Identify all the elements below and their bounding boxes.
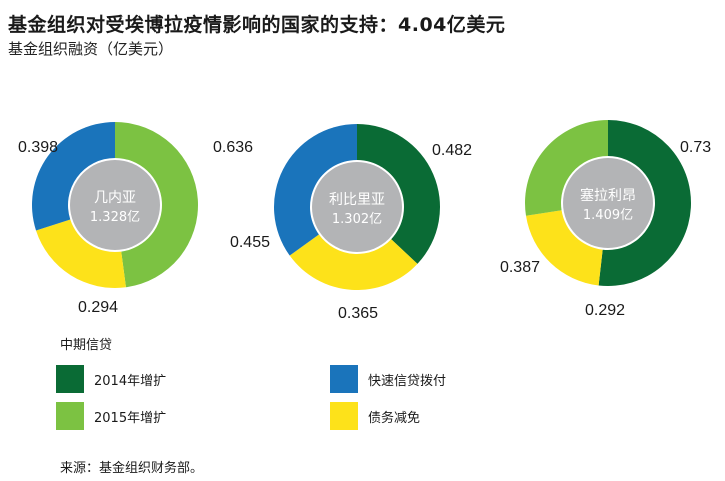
legend-item-2015-expansion: 2015年增扩 [56, 402, 166, 430]
donut-2-country-label: 利比里亚 [329, 192, 385, 208]
donut-3: 0.73 0.292 0.387 塞拉利昂 1.409亿 [500, 120, 711, 319]
donut-2-slice-label-3: 0.455 [230, 234, 270, 251]
donut-1-slice-3 [31, 121, 116, 231]
donut-3-slice-label-2: 0.292 [585, 302, 625, 319]
source-note: 来源：基金组织财务部。 [60, 461, 204, 476]
legend-swatch-rapid-credit [330, 365, 358, 393]
donut-3-country-label: 塞拉利昂 [580, 187, 636, 204]
donut-3-slice-3 [525, 120, 608, 216]
legend-swatch-2015-expansion [56, 402, 84, 430]
donut-3-total-label: 1.409亿 [583, 208, 633, 223]
donut-3-center [563, 158, 653, 248]
donut-1-slice-label-1: 0.636 [213, 139, 253, 156]
legend-label-rapid-credit: 快速信贷拨付 [368, 373, 447, 389]
legend-label-2015-expansion: 2015年增扩 [94, 410, 167, 426]
donut-2-slice-label-1: 0.482 [432, 142, 472, 159]
chart-title: 基金组织对受埃博拉疫情影响的国家的支持：4.04亿美元 [8, 14, 506, 36]
donut-1-slice-label-2: 0.294 [78, 299, 118, 316]
donut-1-slice-2 [36, 219, 126, 288]
legend-swatch-debt-relief [330, 402, 358, 430]
donut-2-center [312, 162, 402, 252]
donut-1-slice-label-3: 0.398 [18, 139, 58, 156]
donut-1-center [70, 160, 160, 250]
donut-3-slice-2 [525, 210, 603, 286]
donut-2-slice-2 [289, 234, 418, 290]
donut-2: 0.482 0.365 0.455 利比里亚 1.302亿 [230, 124, 472, 322]
donut-2-slice-3 [274, 124, 357, 256]
donut-3-slice-1 [598, 120, 692, 286]
donut-3-slice-label-3: 0.387 [500, 259, 540, 276]
chart-subtitle: 基金组织融资（亿美元） [8, 40, 174, 58]
donut-1-slice-1 [115, 122, 199, 288]
donut-1: 0.636 0.294 0.398 几内亚 1.328亿 [18, 121, 253, 316]
donut-charts: 0.636 0.294 0.398 几内亚 1.328亿 0.482 0.365 0.455 利… [18, 120, 711, 322]
donut-2-total-label: 1.302亿 [332, 212, 382, 227]
legend-item-debt-relief: 债务减免 [330, 402, 420, 430]
donut-2-slice-label-2: 0.365 [338, 305, 378, 322]
donut-2-slice-1 [357, 124, 440, 264]
donut-1-country-label: 几内亚 [94, 190, 136, 206]
legend-label-debt-relief: 债务减免 [368, 410, 421, 426]
legend-item-rapid-credit: 快速信贷拨付 [330, 365, 446, 393]
legend-item-2014-expansion: 2014年增扩 [56, 365, 166, 393]
legend-section-title: 中期信贷 [60, 338, 113, 353]
donut-3-slice-label-1: 0.73 [680, 139, 711, 156]
legend-swatch-2014-expansion [56, 365, 84, 393]
legend-label-2014-expansion: 2014年增扩 [94, 373, 167, 389]
donut-1-total-label: 1.328亿 [90, 210, 140, 225]
